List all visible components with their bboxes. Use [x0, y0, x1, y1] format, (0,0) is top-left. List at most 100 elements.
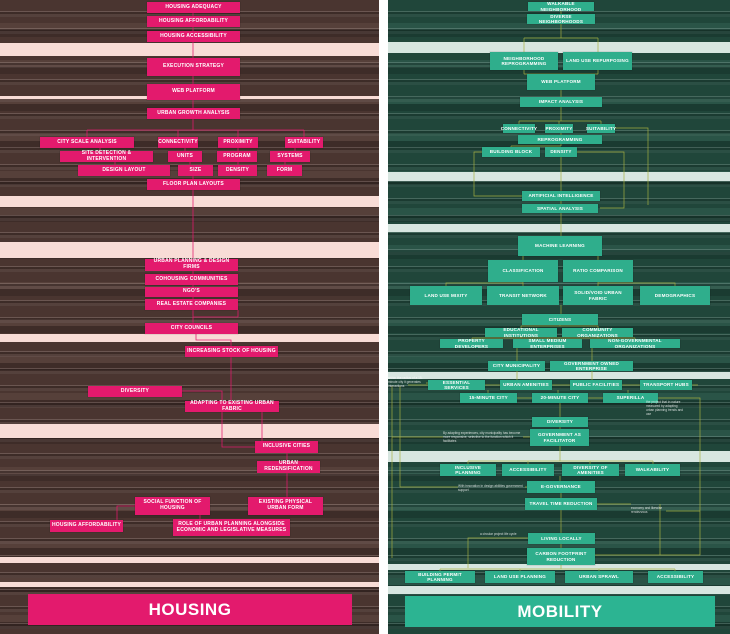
- node-web-platform[interactable]: WEB PLATFORM: [147, 84, 240, 100]
- node-machine-learning[interactable]: MACHINE LEARNING: [518, 236, 602, 256]
- node-neighborhood-reprogramming[interactable]: NEIGHBORHOOD REPROGRAMMING: [490, 52, 558, 70]
- housing-panel: HOUSING ADEQUACY HOUSING AFFORDABILITY HOU…: [0, 0, 379, 634]
- annotation-note-1: within the radius of a 15-minute city it…: [388, 376, 423, 388]
- node-form[interactable]: FORM: [267, 165, 302, 176]
- node-diversity[interactable]: DIVERSITY: [532, 417, 588, 427]
- node-program[interactable]: PROGRAM: [217, 151, 257, 162]
- node-increasing-stock-of-housing[interactable]: INCREASING STOCK OF HOUSING: [185, 346, 278, 357]
- node-housing-affordability[interactable]: HOUSING AFFORDABILITY: [50, 520, 123, 532]
- node-suitability[interactable]: SUITABILITY: [586, 124, 616, 133]
- highlight-band: [388, 224, 730, 232]
- mobility-banner-label: MOBILITY: [517, 601, 603, 621]
- node-urban-redensification[interactable]: URBAN REDENSIFICATION: [257, 460, 320, 473]
- node-adapting-to-existing-urban-fabric[interactable]: ADAPTING TO EXISTING URBAN FABRIC: [185, 400, 279, 412]
- node-ngo-s[interactable]: NGO'S: [145, 287, 238, 297]
- annotation-note-2: the project that in nature measured by a…: [646, 400, 684, 416]
- node-density[interactable]: DENSITY: [218, 165, 257, 176]
- node-floor-plan-layouts[interactable]: FLOOR PLAN LAYOUTS: [147, 179, 240, 190]
- node-government-as-facilitator[interactable]: GOVERNMENT AS FACILITATOR: [530, 429, 589, 446]
- node-inclusive-planning[interactable]: INCLUSIVE PLANNING: [440, 464, 496, 476]
- annotation-note-3: By adapting experiences, city municipali…: [443, 431, 521, 443]
- node-20-minute-city[interactable]: 20-MINUTE CITY: [532, 393, 588, 403]
- node-classification[interactable]: CLASSIFICATION: [488, 260, 558, 282]
- node-land-use-planning[interactable]: LAND USE PLANNING: [485, 571, 555, 583]
- annotation-note-5: economy and likewise rendezvous: [631, 506, 663, 514]
- housing-banner-label: HOUSING: [148, 599, 232, 619]
- node-essential-services[interactable]: ESSENTIAL SERVICES: [428, 380, 485, 390]
- node-execution-strategy[interactable]: EXECUTION STRATEGY: [147, 58, 240, 76]
- node-property-developers[interactable]: PROPERTY DEVELOPERS: [440, 338, 503, 349]
- node-government-owned-enterprise[interactable]: GOVERNMENT OWNED ENTERPRISE: [550, 361, 633, 371]
- node-15-minute-city[interactable]: 15-MINUTE CITY: [460, 393, 517, 403]
- node-real-estate-companies[interactable]: REAL ESTATE COMPANIES: [145, 299, 238, 310]
- node-existing-physical-urban-form[interactable]: EXISTING PHYSICAL URBAN FORM: [248, 497, 323, 515]
- node-community-organizations[interactable]: COMMUNITY ORGANIZATIONS: [562, 327, 633, 338]
- node-walkable-neighborhood[interactable]: WALKABLE NEIGHBORHOOD: [528, 1, 594, 12]
- highlight-band: [388, 172, 730, 181]
- node-density[interactable]: DENSITY: [545, 147, 577, 157]
- node-housing-affordability[interactable]: HOUSING AFFORDABILITY: [147, 16, 240, 27]
- node-units[interactable]: UNITS: [168, 151, 202, 162]
- highlight-band: [388, 42, 730, 53]
- node-systems[interactable]: SYSTEMS: [270, 151, 310, 162]
- node-housing-adequacy[interactable]: HOUSING ADEQUACY: [147, 2, 240, 13]
- node-land-use-repurposing[interactable]: LAND USE REPURPOSING: [563, 52, 632, 70]
- node-e-governance[interactable]: E-GOVERNANCE: [527, 481, 595, 493]
- node-proximity[interactable]: PROXIMITY: [545, 124, 573, 133]
- node-small-medium-enterprises[interactable]: SMALL MEDIUM ENTERPRISES: [513, 338, 582, 349]
- node-transport-hubs[interactable]: TRANSPORT HUBS: [640, 380, 692, 390]
- node-building-permit-planning[interactable]: BUILDING PERMIT PLANNING: [405, 571, 475, 583]
- node-diversity[interactable]: DIVERSITY: [88, 386, 182, 397]
- highlight-band: [0, 334, 379, 342]
- node-urban-planning-design-firms[interactable]: URBAN PLANNING & DESIGN FIRMS: [145, 258, 238, 271]
- node-ratio-comparison[interactable]: RATIO COMPARISON: [563, 260, 633, 282]
- node-carbon-footprint-reduction[interactable]: CARBON FOOTPRINT REDUCTION: [527, 548, 595, 565]
- node-public-facilities[interactable]: PUBLIC FACILITIES: [570, 380, 622, 390]
- node-spatial-analysis[interactable]: SPATIAL ANALYSIS: [522, 204, 598, 213]
- node-connectivity[interactable]: CONNECTIVITY: [158, 137, 198, 148]
- node-urban-amenities[interactable]: URBAN AMENITIES: [500, 380, 552, 390]
- housing-banner[interactable]: HOUSING: [28, 594, 352, 625]
- node-city-municipality[interactable]: CITY MUNICIPALITY: [488, 361, 545, 371]
- node-living-locally[interactable]: LIVING LOCALLY: [528, 533, 595, 544]
- node-role-of-urban-planning-alongside-economic-and-legislative-measures[interactable]: ROLE OF URBAN PLANNING ALONGSIDE ECONOMI…: [173, 519, 290, 536]
- node-accessibility[interactable]: ACCESSIBILITY: [502, 464, 554, 476]
- node-city-scale-analysis[interactable]: CITY SCALE ANALYSIS: [40, 137, 134, 148]
- node-web-platform[interactable]: WEB PLATFORM: [527, 74, 595, 90]
- node-land-use-mixity[interactable]: LAND USE MIXITY: [410, 286, 482, 305]
- node-artificial-intelligence[interactable]: ARTIFICIAL INTELLIGENCE: [522, 191, 600, 201]
- node-travel-time-reduction[interactable]: TRAVEL TIME REDUCTION: [525, 498, 597, 510]
- node-reprogramming[interactable]: REPROGRAMMING: [518, 135, 602, 144]
- node-transit-network[interactable]: TRANSIT NETWORK: [487, 286, 559, 305]
- node-demographics[interactable]: DEMOGRAPHICS: [640, 286, 710, 305]
- annotation-note-4: With innovation in design abilities gove…: [458, 484, 523, 492]
- node-impact-analysis[interactable]: IMPACT ANALYSIS: [520, 97, 602, 107]
- node-diversity-of-amenities[interactable]: DIVERSITY OF AMENITIES: [562, 464, 619, 476]
- node-walkability[interactable]: WALKABILITY: [625, 464, 680, 476]
- node-solid-void-urban-fabric[interactable]: SOLID/VOID URBAN FABRIC: [563, 286, 633, 305]
- node-urban-growth-analysis[interactable]: URBAN GROWTH ANALYSIS: [147, 108, 240, 119]
- mobility-banner[interactable]: MOBILITY: [405, 596, 715, 627]
- highlight-band: [0, 557, 379, 563]
- node-urban-sprawl[interactable]: URBAN SPRAWL: [565, 571, 633, 583]
- node-building-block[interactable]: BUILDING BLOCK: [482, 147, 540, 157]
- node-housing-accessibility[interactable]: HOUSING ACCESSIBILITY: [147, 31, 240, 42]
- node-design-layout[interactable]: DESIGN LAYOUT: [78, 165, 170, 176]
- node-citizens[interactable]: CITIZENS: [522, 314, 598, 325]
- node-connectivity[interactable]: CONNECTIVITY: [501, 124, 537, 133]
- node-non-governmental-organizations[interactable]: NON-GOVERNMENTAL ORGANIZATIONS: [590, 338, 680, 349]
- highlight-band: [388, 586, 730, 594]
- node-educational-institutions[interactable]: EDUCATIONAL INSTITUTIONS: [485, 327, 557, 338]
- node-inclusive-cities[interactable]: INCLUSIVE CITIES: [255, 441, 318, 453]
- node-site-detection-intervention[interactable]: SITE DETECTION & INTERVENTION: [60, 150, 153, 162]
- node-suitability[interactable]: SUITABILITY: [285, 137, 323, 148]
- highlight-band: [388, 372, 730, 379]
- node-city-councils[interactable]: CITY COUNCILS: [145, 323, 238, 334]
- node-cohousing-communities[interactable]: COHOUSING COMMUNITIES: [145, 274, 238, 285]
- node-size[interactable]: SIZE: [178, 165, 213, 176]
- node-accessibility[interactable]: ACCESSIBILITY: [648, 571, 703, 583]
- node-proximity[interactable]: PROXIMITY: [218, 137, 258, 148]
- node-diverse-neighborhoods[interactable]: DIVERSE NEIGHBORHOODS: [527, 14, 595, 24]
- node-social-function-of-housing[interactable]: SOCIAL FUNCTION OF HOUSING: [135, 497, 210, 515]
